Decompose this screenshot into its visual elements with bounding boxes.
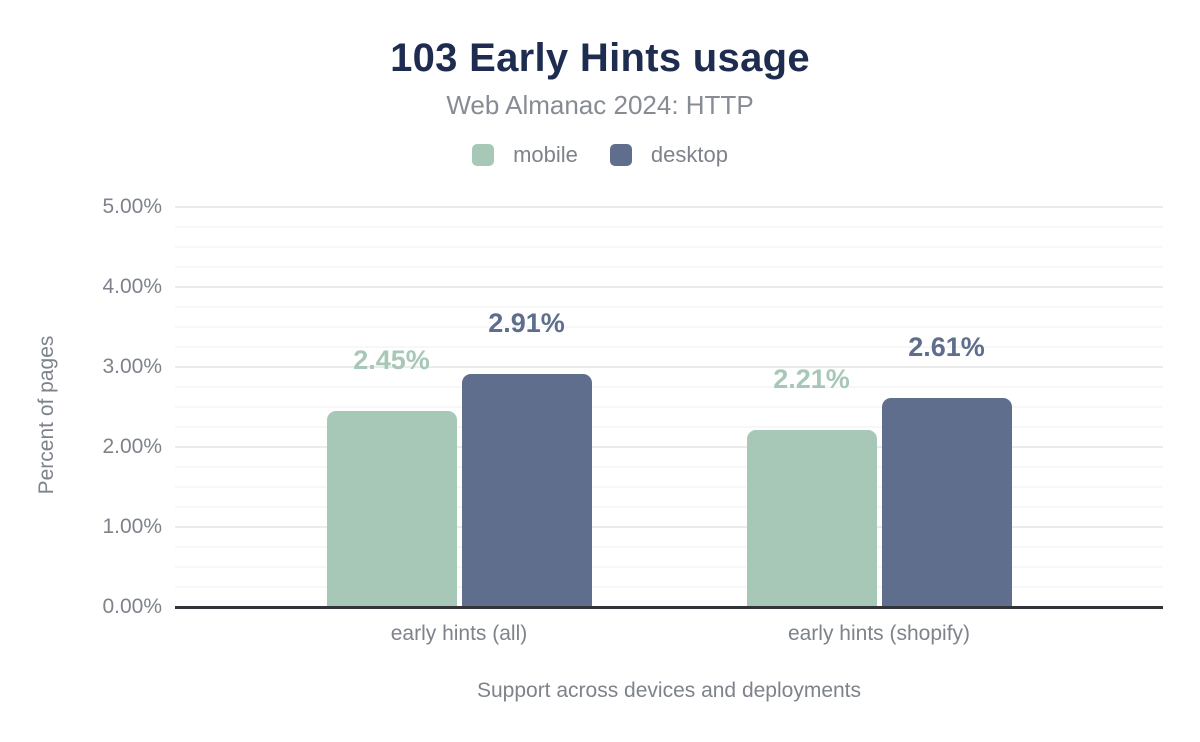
gridline-major xyxy=(175,206,1163,208)
bar-mobile-early-hints-shopify[interactable] xyxy=(746,430,877,607)
gridline-minor xyxy=(175,566,1163,568)
gridline-minor xyxy=(175,306,1163,308)
chart-subtitle: Web Almanac 2024: HTTP xyxy=(446,90,754,120)
x-axis-title: Support across devices and deployments xyxy=(476,679,862,702)
gridline-minor xyxy=(175,466,1163,468)
bar-value-label-mobile-early-hints-shopify: 2.21% xyxy=(773,364,850,395)
y-axis-title: Percent of pages xyxy=(35,335,58,495)
legend-swatch-desktop xyxy=(609,144,632,166)
legend-label-mobile: mobile xyxy=(513,142,578,167)
bar-value-label-desktop-early-hints-all: 2.91% xyxy=(488,308,565,339)
bar-desktop-early-hints-all[interactable] xyxy=(461,374,592,607)
x-axis-line xyxy=(175,605,1163,609)
legend-item-desktop[interactable]: desktop xyxy=(609,142,728,168)
gridline-major xyxy=(175,526,1163,528)
gridline-minor xyxy=(175,386,1163,388)
y-tick-label: 5.00% xyxy=(102,195,162,218)
bar-value-label-mobile-early-hints-all: 2.45% xyxy=(353,345,430,375)
gridline-minor xyxy=(175,226,1163,228)
gridline-minor xyxy=(175,586,1163,588)
bar-value-label-desktop-early-hints-shopify: 2.61% xyxy=(908,332,985,363)
gridline-minor xyxy=(175,346,1163,348)
chart-title: 103 Early Hints usage xyxy=(390,36,810,80)
y-tick-label: 0.00% xyxy=(102,595,162,618)
legend-label-desktop: desktop xyxy=(650,142,728,167)
legend-item-mobile[interactable]: mobile xyxy=(472,142,578,168)
gridline-minor xyxy=(175,246,1163,248)
y-tick-label: 3.00% xyxy=(102,355,162,378)
gridline-minor xyxy=(175,506,1163,508)
gridline-minor xyxy=(175,266,1163,268)
gridline-major xyxy=(175,446,1163,448)
gridline-major xyxy=(175,366,1163,368)
x-tick-label-early-hints-all: early hints (all) xyxy=(390,622,528,645)
gridline-minor xyxy=(175,406,1163,408)
gridline-minor xyxy=(175,326,1163,328)
y-tick-label: 1.00% xyxy=(102,515,162,538)
y-tick-label: 2.00% xyxy=(102,435,162,458)
legend-swatch-mobile xyxy=(472,144,495,166)
gridline-major xyxy=(175,286,1163,288)
bar-mobile-early-hints-all[interactable] xyxy=(326,411,457,607)
gridline-minor xyxy=(175,546,1163,548)
legend: mobile desktop xyxy=(0,142,1200,168)
gridline-minor xyxy=(175,426,1163,428)
x-tick-label-early-hints-shopify: early hints (shopify) xyxy=(787,622,971,645)
gridline-minor xyxy=(175,486,1163,488)
y-tick-label: 4.00% xyxy=(102,275,162,298)
bar-desktop-early-hints-shopify[interactable] xyxy=(881,398,1012,607)
